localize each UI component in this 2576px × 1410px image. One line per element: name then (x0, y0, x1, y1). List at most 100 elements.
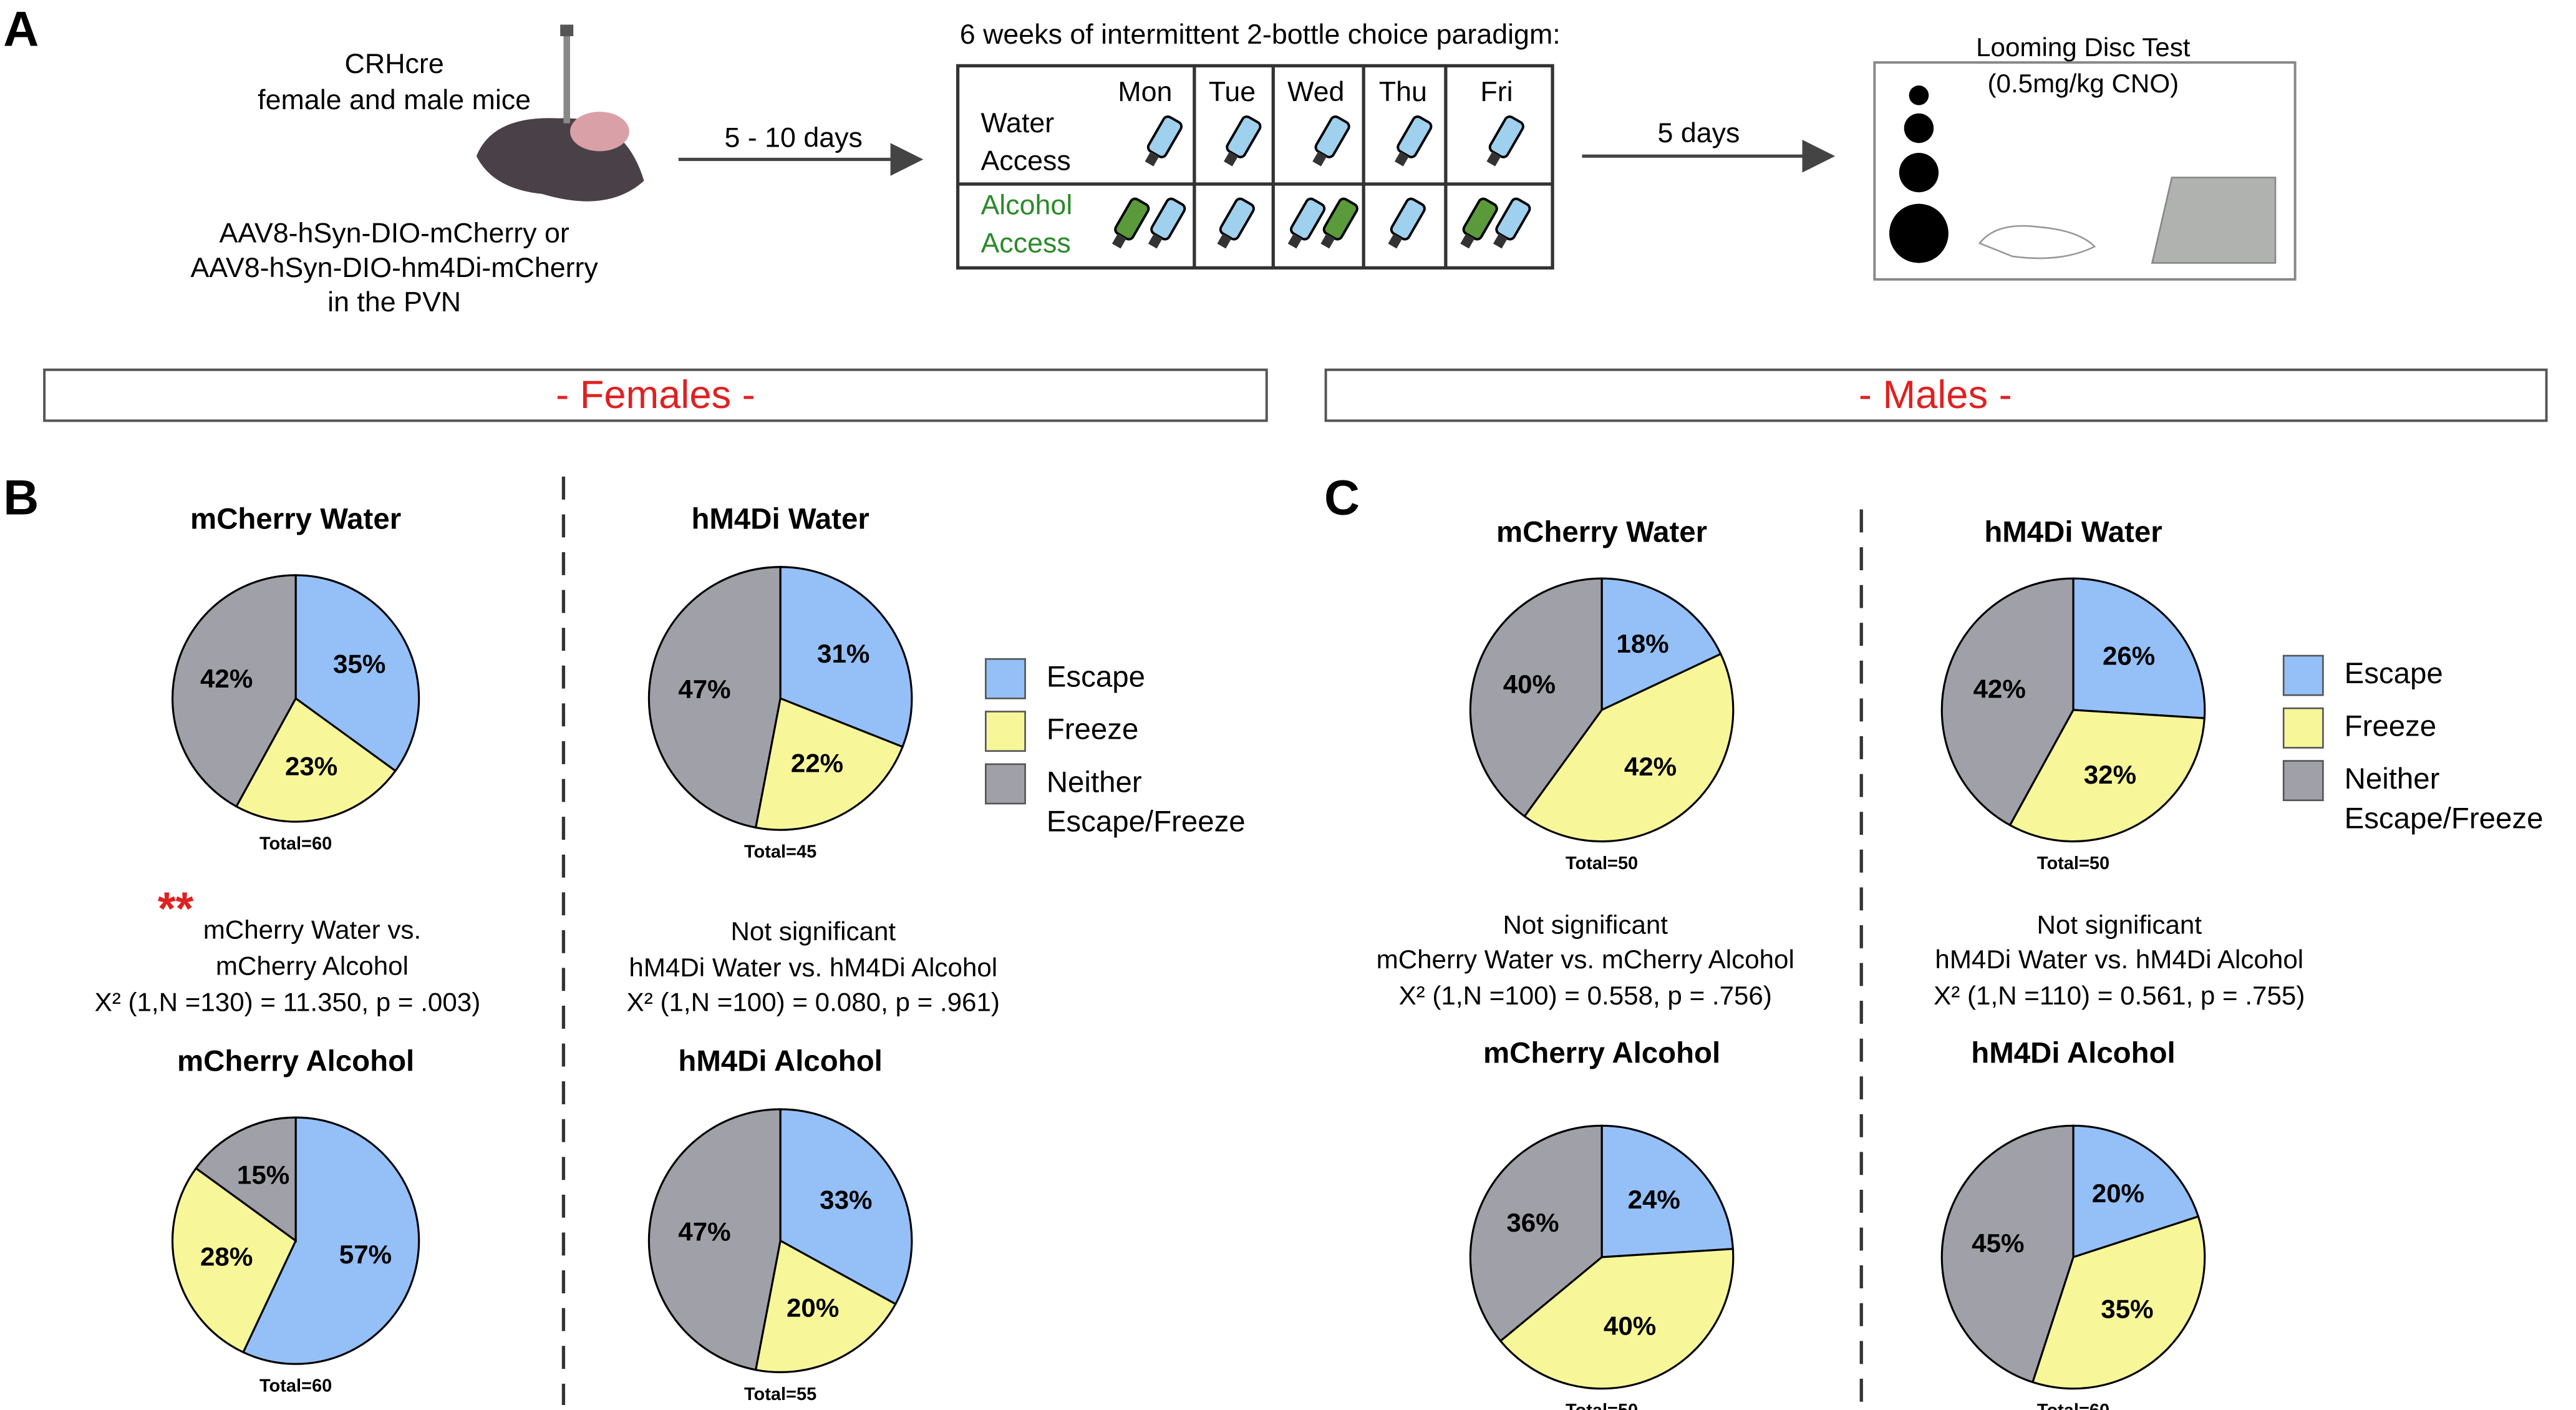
pie-label: 42% (1624, 752, 1677, 781)
legend-label: Neither Escape/Freeze (1047, 766, 1246, 838)
pie-slice (779, 566, 913, 749)
pie-slice (2072, 577, 2206, 719)
pie-label: 22% (791, 749, 843, 778)
pie-label: 20% (2092, 1179, 2144, 1208)
pie-title: hM4Di Water (691, 503, 869, 536)
pie-label: 31% (817, 639, 869, 668)
pie-total: Total=50 (2037, 853, 2109, 873)
pie-slice (1469, 577, 1603, 818)
schedule-table (956, 64, 1554, 270)
comparison: X² (1,N =130) = 11.350, p = .003) (95, 988, 481, 1017)
pie-title: hM4Di Alcohol (1971, 1037, 2175, 1070)
pie-slice (647, 1108, 782, 1371)
comparison: hM4Di Water vs. hM4Di Alcohol (629, 953, 997, 982)
pie-slice (754, 1239, 897, 1373)
pie-label: 35% (333, 649, 385, 679)
pie-label: 28% (200, 1242, 253, 1271)
section-box (1324, 368, 2548, 422)
pie-label: 35% (2101, 1295, 2153, 1324)
comparison: X² (1,N =100) = 0.558, p = .756) (1399, 981, 1772, 1010)
pie-slice (241, 1116, 420, 1365)
pie-total: Total=45 (744, 842, 816, 862)
pie-slice (2031, 1215, 2206, 1390)
pie-slice (1523, 653, 1735, 843)
paradigm-title: 6 weeks of intermittent 2-bottle choice … (960, 19, 1561, 50)
pie-slice (779, 1108, 913, 1306)
pie-slice (2072, 1124, 2200, 1259)
pie-title: hM4Di Water (1984, 516, 2162, 549)
pie-slice (195, 1116, 297, 1243)
section-box (43, 368, 1268, 422)
legend-label: Escape (1047, 660, 1145, 693)
pie-label: 40% (1503, 669, 1556, 699)
pie-label: 15% (237, 1160, 289, 1190)
panel-label: C (1324, 469, 1360, 525)
pie-slice (1600, 1124, 1735, 1258)
comparison: X² (1,N =110) = 0.561, p = .755) (1934, 981, 2305, 1010)
pie-slice (1940, 1124, 2075, 1384)
significance: Not significant (1503, 910, 1668, 940)
comparison: mCherry Water vs. mCherry Alcohol (1377, 945, 1794, 974)
pie-title: mCherry Water (190, 503, 401, 536)
pie-total: Total=60 (259, 1376, 332, 1396)
pie-slice (172, 1167, 298, 1354)
pie-slice (294, 574, 420, 772)
mouse-illustration (476, 24, 644, 202)
pie-label: 32% (2084, 760, 2136, 789)
day: Mon (1118, 76, 1172, 107)
pie-total: Total=60 (259, 834, 332, 854)
pie-slice (171, 574, 297, 808)
pie-slice (1940, 577, 2075, 827)
pie-slice (1499, 1248, 1735, 1390)
day: Thu (1379, 76, 1427, 107)
row-label: Alcohol (981, 190, 1072, 221)
legend-swatch (985, 711, 1026, 752)
pie-title: mCherry Alcohol (1483, 1037, 1720, 1070)
interval: 5 days (1658, 117, 1740, 148)
subjects: CRHcre (345, 48, 444, 79)
pie-total: Total=50 (1566, 1401, 1638, 1410)
pie-title: mCherry Water (1496, 516, 1707, 549)
row-label: Access (981, 145, 1070, 177)
looming-discs (1889, 85, 1949, 263)
row-label: Access (981, 227, 1070, 258)
significance: ** (158, 882, 194, 934)
pie-label: 42% (1973, 674, 2025, 704)
legend-swatch (2282, 760, 2324, 802)
arena-illustration (1978, 177, 2277, 264)
panel-label: B (3, 469, 39, 525)
virus: in the PVN (327, 286, 461, 318)
virus: AAV8-hSyn-DIO-hm4Di-mCherry (190, 252, 598, 283)
legend-swatch (2282, 654, 2324, 696)
pie-total: Total=55 (744, 1384, 816, 1404)
test-box (1873, 61, 2297, 281)
virus: AAV8-hSyn-DIO-mCherry or (219, 218, 569, 249)
pie-title: mCherry Alcohol (177, 1045, 414, 1078)
legend-swatch (985, 658, 1026, 699)
pie-label: 47% (678, 1217, 730, 1246)
pie-label: 20% (787, 1293, 839, 1322)
pie-label: 24% (1628, 1185, 1680, 1214)
pie-slice (1600, 577, 1722, 712)
pie-total: Total=60 (2037, 1401, 2109, 1410)
legend-label: Freeze (2345, 709, 2437, 742)
legend-swatch (985, 763, 1026, 805)
day: Fri (1480, 76, 1513, 107)
pie-label: 47% (678, 674, 730, 704)
pie-label: 40% (1604, 1311, 1656, 1341)
section-label: - Females - (556, 373, 755, 417)
legend-label: Neither Escape/Freeze (2345, 762, 2544, 835)
pie-slice (2008, 709, 2206, 843)
pie-label: 57% (339, 1240, 392, 1269)
row-label: Water (981, 107, 1054, 139)
comparison: mCherry Alcohol (216, 951, 409, 981)
day: Wed (1287, 76, 1344, 107)
day: Tue (1209, 76, 1256, 107)
pie-label: 33% (820, 1185, 872, 1215)
interval: 5 - 10 days (724, 122, 862, 153)
section-label: - Males - (1859, 373, 2012, 417)
pie-slice (754, 697, 904, 831)
legend-label: Escape (2345, 657, 2443, 690)
